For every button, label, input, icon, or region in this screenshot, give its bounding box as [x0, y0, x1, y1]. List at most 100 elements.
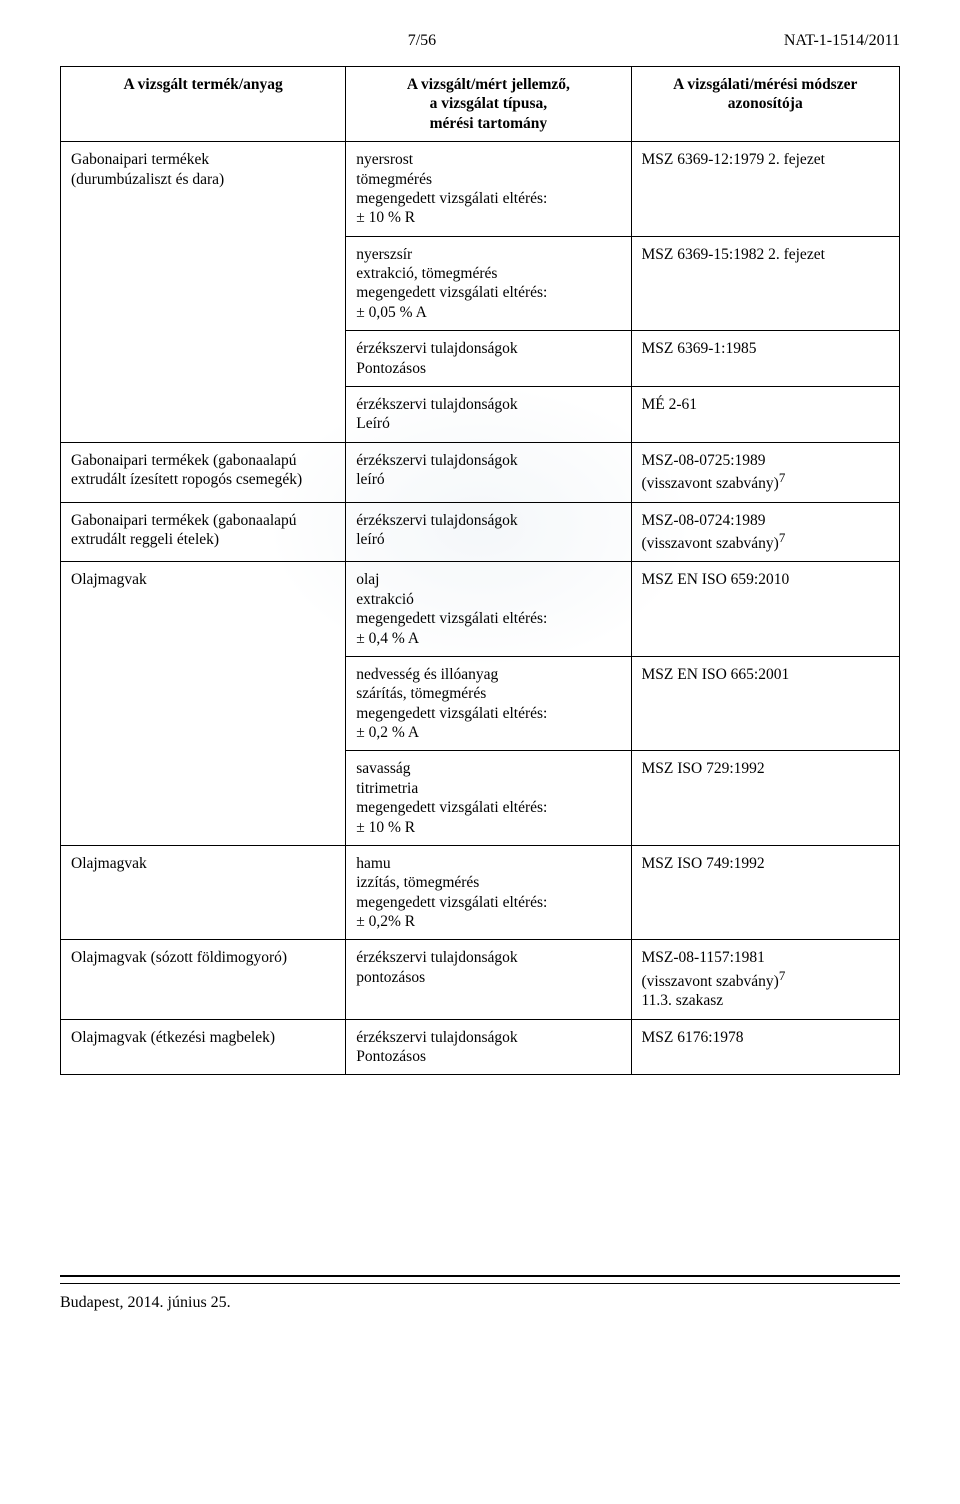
measure-text: érzékszervi tulajdonságok — [356, 396, 517, 413]
method-text: MSZ ISO 749:1992 — [642, 855, 765, 872]
col-header-product: A vizsgált termék/anyag — [61, 67, 346, 142]
col-header-measure-l1: A vizsgált/mért jellemző, — [407, 76, 570, 93]
method-sup: 7 — [779, 470, 785, 485]
measure-cell: érzékszervi tulajdonságok pontozásos — [346, 940, 631, 1019]
method-text: MSZ-08-0724:1989 — [642, 512, 766, 529]
col-header-measure-l3: mérési tartomány — [430, 115, 548, 132]
table-header-row: A vizsgált termék/anyag A vizsgált/mért … — [61, 67, 900, 142]
method-cell: MSZ-08-0724:1989 (visszavont szabvány)7 — [631, 502, 900, 562]
method-cell: MSZ EN ISO 665:2001 — [631, 656, 900, 751]
page-footer: Budapest, 2014. június 25. — [60, 1275, 900, 1312]
measure-cell: érzékszervi tulajdonságok leíró — [346, 442, 631, 502]
method-text: MSZ-08-0725:1989 — [642, 452, 766, 469]
measure-text: megengedett vizsgálati eltérés: — [356, 705, 547, 722]
method-text: MSZ ISO 729:1992 — [642, 760, 765, 777]
measure-cell: érzékszervi tulajdonságok leíró — [346, 502, 631, 562]
method-text: (visszavont szabvány) — [642, 475, 779, 492]
product-cell: Olajmagvak (étkezési magbelek) — [61, 1019, 346, 1075]
method-text: MSZ 6369-1:1985 — [642, 340, 757, 357]
product-text: extrudált reggeli ételek) — [71, 531, 219, 548]
measure-text: ± 0,4 % A — [356, 630, 419, 647]
measure-text: megengedett vizsgálati eltérés: — [356, 284, 547, 301]
method-text: (visszavont szabvány) — [642, 535, 779, 552]
measure-cell: nyersrost tömegmérés megengedett vizsgál… — [346, 142, 631, 237]
product-text: Olajmagvak (sózott földimogyoró) — [71, 949, 287, 966]
method-cell: MSZ 6369-1:1985 — [631, 331, 900, 387]
col-header-measure-l2: a vizsgálat típusa, — [430, 95, 548, 112]
measure-text: tömegmérés — [356, 171, 432, 188]
product-text: (durumbúzaliszt és dara) — [71, 171, 224, 188]
footer-rule-thin — [60, 1283, 900, 1284]
method-text: MSZ EN ISO 659:2010 — [642, 571, 790, 588]
footer-rule-thick — [60, 1275, 900, 1277]
measure-cell: érzékszervi tulajdonságok Pontozásos — [346, 331, 631, 387]
measure-cell: hamu izzítás, tömegmérés megengedett viz… — [346, 845, 631, 940]
col-header-measure: A vizsgált/mért jellemző, a vizsgálat tí… — [346, 67, 631, 142]
method-cell: MSZ ISO 729:1992 — [631, 751, 900, 846]
method-cell: MSZ 6369-15:1982 2. fejezet — [631, 236, 900, 331]
measure-text: megengedett vizsgálati eltérés: — [356, 610, 547, 627]
method-text: MSZ 6369-15:1982 2. fejezet — [642, 246, 825, 263]
col-header-method-l1: A vizsgálati/mérési módszer — [673, 76, 857, 93]
method-cell: MSZ EN ISO 659:2010 — [631, 562, 900, 657]
table-row: Gabonaipari termékek (durumbúzaliszt és … — [61, 142, 900, 237]
product-text: Olajmagvak — [71, 571, 147, 588]
measure-text: extrakció — [356, 591, 414, 608]
product-cell: Olajmagvak (sózott földimogyoró) — [61, 940, 346, 1019]
measure-text: ± 0,05 % A — [356, 304, 427, 321]
method-sup: 7 — [779, 530, 785, 545]
table-row: Gabonaipari termékek (gabonaalapú extrud… — [61, 502, 900, 562]
measure-text: érzékszervi tulajdonságok — [356, 949, 517, 966]
product-text: extrudált ízesített ropogós csemegék) — [71, 471, 302, 488]
measure-text: Leíró — [356, 415, 390, 432]
measure-text: savasság — [356, 760, 410, 777]
method-text: MÉ 2-61 — [642, 396, 698, 413]
measure-text: Pontozásos — [356, 1048, 426, 1065]
method-cell: MÉ 2-61 — [631, 386, 900, 442]
method-text: MSZ EN ISO 665:2001 — [642, 666, 790, 683]
page-number: 7/56 — [408, 32, 436, 50]
measure-text: nyersrost — [356, 151, 413, 168]
page-header: 7/56 NAT-1-1514/2011 — [60, 32, 900, 50]
measure-text: Pontozásos — [356, 360, 426, 377]
method-sup: 7 — [779, 968, 785, 983]
product-text: Gabonaipari termékek (gabonaalapú — [71, 512, 297, 529]
product-text: Olajmagvak (étkezési magbelek) — [71, 1029, 275, 1046]
method-text: 11.3. szakasz — [642, 992, 724, 1009]
col-header-method: A vizsgálati/mérési módszer azonosítója — [631, 67, 900, 142]
standards-table: A vizsgált termék/anyag A vizsgált/mért … — [60, 66, 900, 1075]
measure-cell: nyerszsír extrakció, tömegmérés megenged… — [346, 236, 631, 331]
method-cell: MSZ ISO 749:1992 — [631, 845, 900, 940]
col-header-product-text: A vizsgált termék/anyag — [123, 76, 282, 93]
measure-text: szárítás, tömegmérés — [356, 685, 486, 702]
measure-text: izzítás, tömegmérés — [356, 874, 479, 891]
doc-id: NAT-1-1514/2011 — [784, 32, 900, 50]
measure-text: érzékszervi tulajdonságok — [356, 452, 517, 469]
measure-text: ± 0,2% R — [356, 913, 415, 930]
measure-text: titrimetria — [356, 780, 418, 797]
product-cell: Olajmagvak — [61, 845, 346, 940]
table-row: Olajmagvak hamu izzítás, tömegmérés mege… — [61, 845, 900, 940]
product-cell: Gabonaipari termékek (durumbúzaliszt és … — [61, 142, 346, 443]
measure-cell: olaj extrakció megengedett vizsgálati el… — [346, 562, 631, 657]
measure-text: megengedett vizsgálati eltérés: — [356, 894, 547, 911]
measure-text: érzékszervi tulajdonságok — [356, 1029, 517, 1046]
product-cell: Gabonaipari termékek (gabonaalapú extrud… — [61, 502, 346, 562]
measure-text: ± 10 % R — [356, 819, 415, 836]
measure-text: olaj — [356, 571, 379, 588]
product-text: Olajmagvak — [71, 855, 147, 872]
product-cell: Olajmagvak — [61, 562, 346, 846]
measure-text: nedvesség és illóanyag — [356, 666, 498, 683]
measure-text: nyerszsír — [356, 246, 412, 263]
measure-text: ± 0,2 % A — [356, 724, 419, 741]
method-cell: MSZ-08-1157:1981 (visszavont szabvány)7 … — [631, 940, 900, 1019]
table-row: Olajmagvak (étkezési magbelek) érzékszer… — [61, 1019, 900, 1075]
table-row: Gabonaipari termékek (gabonaalapú extrud… — [61, 442, 900, 502]
method-text: (visszavont szabvány) — [642, 973, 779, 990]
method-cell: MSZ 6176:1978 — [631, 1019, 900, 1075]
measure-text: megengedett vizsgálati eltérés: — [356, 799, 547, 816]
measure-text: pontozásos — [356, 969, 425, 986]
measure-text: megengedett vizsgálati eltérés: — [356, 190, 547, 207]
measure-text: érzékszervi tulajdonságok — [356, 512, 517, 529]
product-cell: Gabonaipari termékek (gabonaalapú extrud… — [61, 442, 346, 502]
